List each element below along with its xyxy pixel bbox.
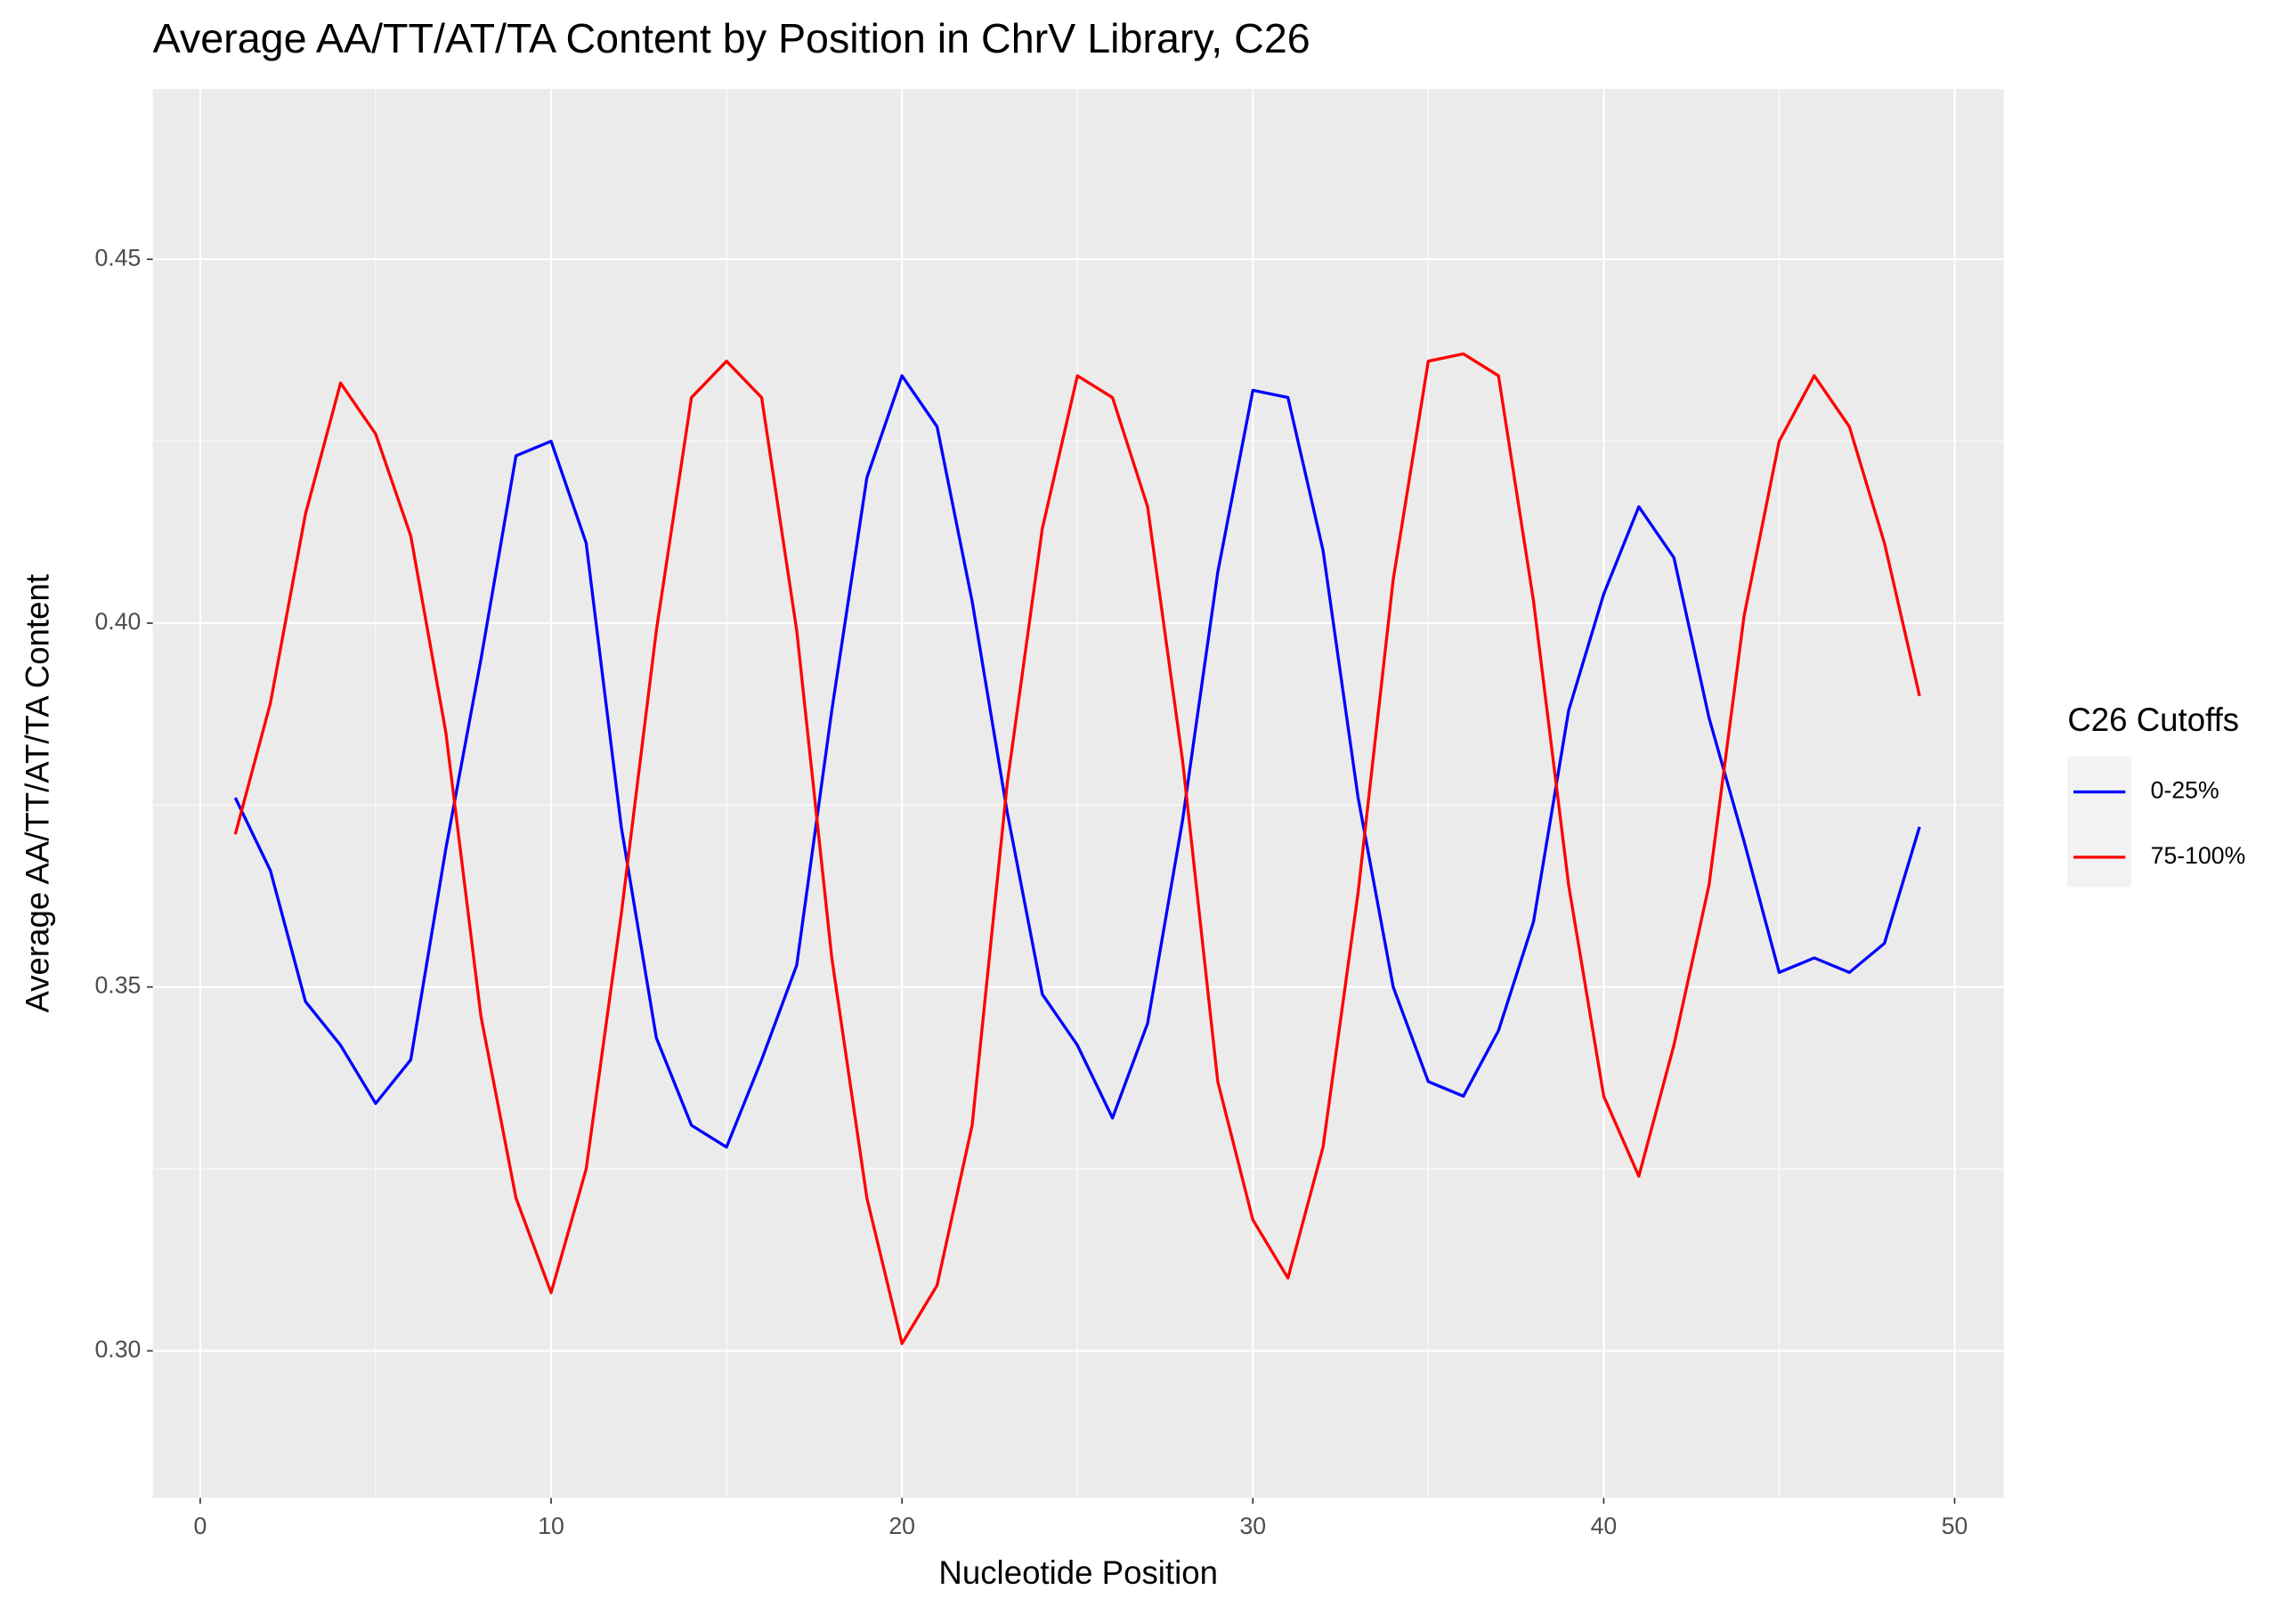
y-tick-label: 0.40 [94, 608, 141, 635]
legend-label: 75-100% [2151, 842, 2246, 869]
y-tick-label: 0.30 [94, 1335, 141, 1362]
x-tick-label: 20 [888, 1513, 915, 1539]
x-tick-label: 10 [538, 1513, 564, 1539]
x-tick-label: 50 [1942, 1513, 1968, 1539]
y-axis-title: Average AA/TT/AT/TA Content [20, 574, 56, 1013]
x-tick-label: 40 [1591, 1513, 1618, 1539]
legend-label: 0-25% [2151, 777, 2219, 804]
x-tick-label: 30 [1239, 1513, 1266, 1539]
legend-key-bg [2067, 756, 2131, 888]
data-line [233, 374, 1921, 1149]
x-tick-label: 0 [193, 1513, 207, 1539]
y-tick-label: 0.35 [94, 972, 141, 999]
y-tick-label: 0.45 [94, 244, 141, 271]
data-line [233, 352, 1921, 1345]
chart-title: Average AA/TT/AT/TA Content by Position … [153, 15, 1310, 61]
legend-title: C26 Cutoffs [2067, 702, 2239, 738]
plot-panel [152, 88, 2004, 1498]
x-axis-title: Nucleotide Position [938, 1554, 1218, 1591]
